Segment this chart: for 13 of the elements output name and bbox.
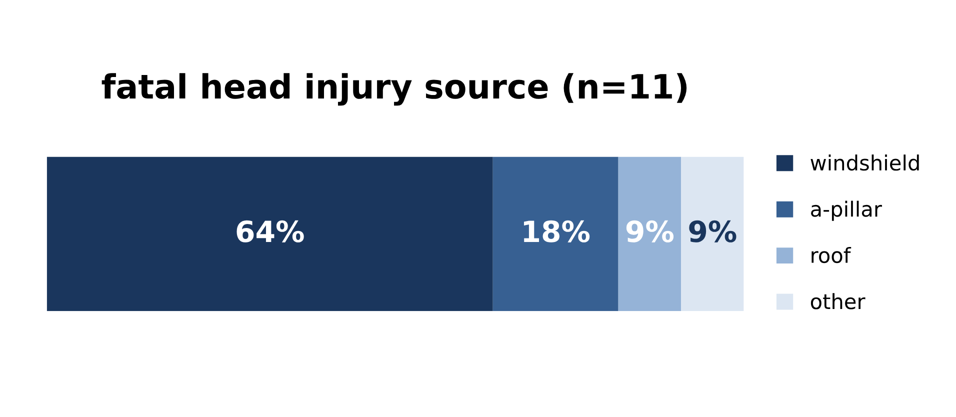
legend-label: other xyxy=(810,293,866,310)
bar xyxy=(618,156,682,312)
bar xyxy=(46,156,493,312)
data-label: 18% xyxy=(524,220,590,242)
chart-title: fatal head injury source (n=11) xyxy=(102,73,687,106)
bar xyxy=(681,156,744,312)
data-label: 9% xyxy=(689,220,736,242)
legend-label: a-pillar xyxy=(811,200,882,221)
data-label: 64% xyxy=(236,220,304,242)
legend-label: roof xyxy=(812,246,852,264)
legend-label: windshield xyxy=(810,154,919,171)
data-label: 9% xyxy=(626,220,674,242)
bar xyxy=(492,156,618,312)
